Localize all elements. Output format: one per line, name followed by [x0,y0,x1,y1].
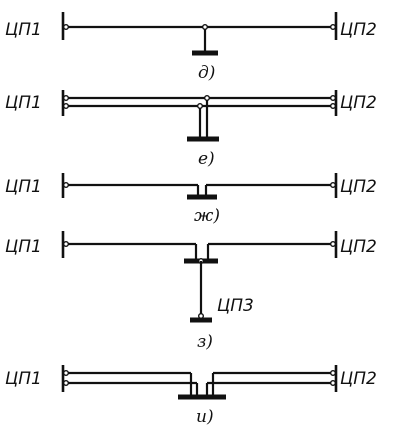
breaker-node [63,24,70,31]
breaker-node [63,102,70,109]
breaker-node [330,102,337,109]
breaker-node [330,240,337,247]
cp1-label: ЦП1 [5,237,42,257]
scheme-i: ЦП1 ЦП2 и) [5,365,377,427]
breaker-node [330,181,337,188]
tap-node [196,102,203,109]
tap-node [203,94,210,101]
breaker-node [330,370,337,377]
breaker-node [63,181,70,188]
cp2-label: ЦП2 [340,369,377,389]
caption-d: д) [198,63,215,83]
cp1-label: ЦП1 [5,93,42,113]
scheme-e: ЦП1 ЦП2 е) [5,90,377,169]
breaker-node [330,380,337,387]
cp2-label: ЦП2 [340,20,377,40]
breaker-node [63,94,70,101]
caption-i: и) [196,407,214,427]
tap-node [201,24,208,31]
breaker-node [63,240,70,247]
cp2-label: ЦП2 [340,237,377,257]
cp1-label: ЦП1 [5,369,42,389]
cp1-label: ЦП1 [5,20,42,40]
scheme-zh: ЦП1 ЦП2 ж) [5,173,377,226]
cp3-label: ЦП3 [217,296,254,316]
breaker-node [63,380,70,387]
cp1-label: ЦП1 [5,177,42,197]
scheme-z: ЦП1 ЦП2 ЦП3 з) [5,231,377,352]
breaker-node [63,370,70,377]
scheme-d: ЦП1 ЦП2 д) [5,12,377,83]
caption-z: з) [197,332,213,352]
cp2-label: ЦП2 [340,177,377,197]
breaker-node [330,94,337,101]
caption-e: е) [198,149,215,169]
cp2-label: ЦП2 [340,93,377,113]
caption-zh: ж) [194,206,220,226]
breaker-node [330,24,337,31]
